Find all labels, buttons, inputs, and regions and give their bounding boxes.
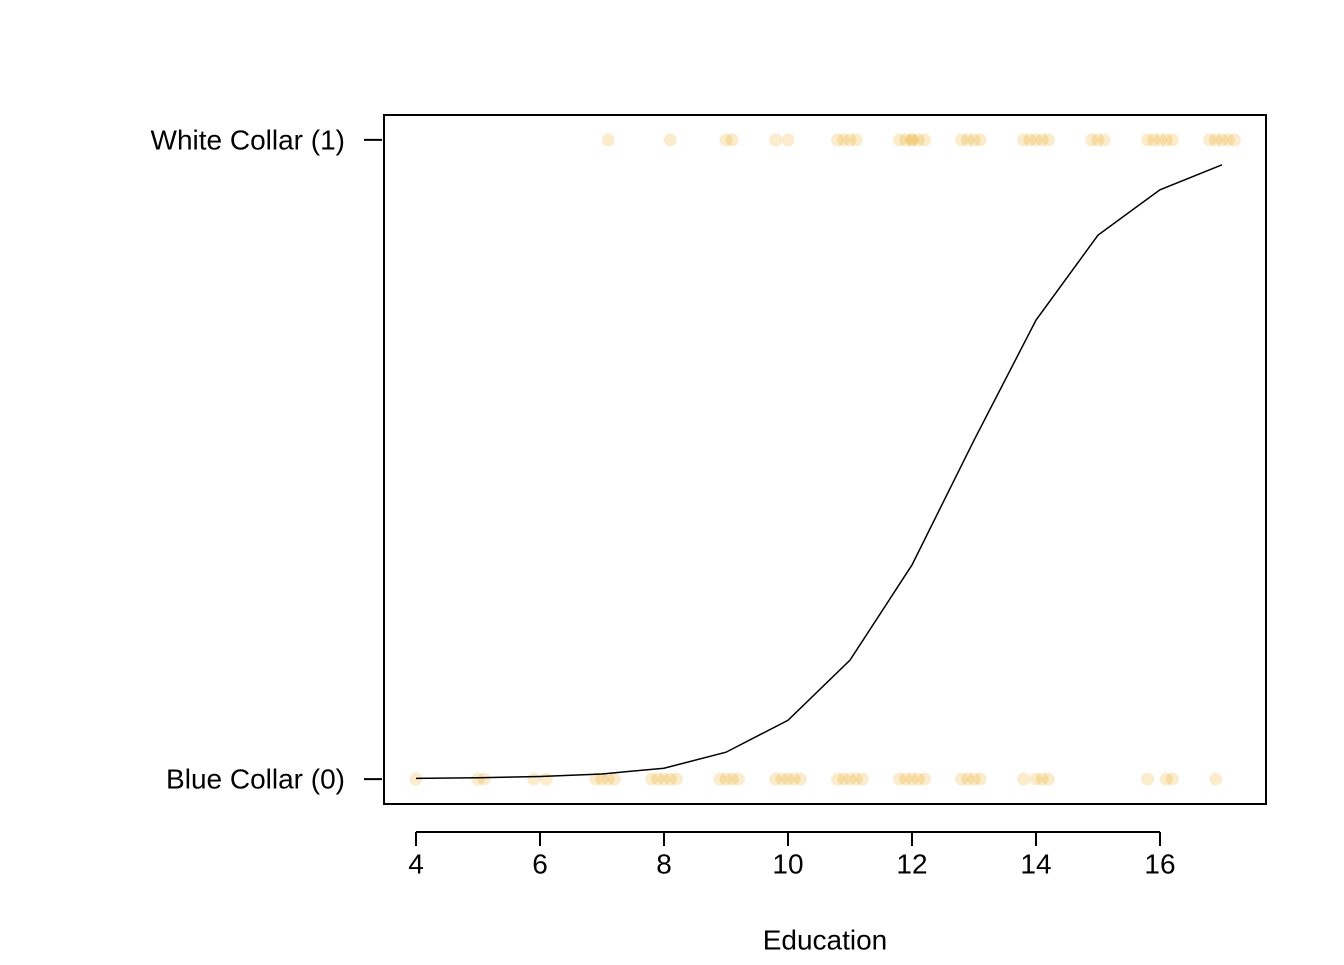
point [961,772,975,786]
point [1227,133,1241,147]
x-tick-label: 8 [656,848,672,879]
plot-box [383,114,1267,805]
point [1209,772,1223,786]
point [787,772,801,786]
point [837,133,851,147]
point [1017,133,1031,147]
point [831,772,845,786]
point [769,772,783,786]
x-tick-label: 16 [1144,848,1175,879]
point [663,133,677,147]
point [1035,772,1049,786]
point [471,772,485,786]
point [911,133,925,147]
point [849,772,863,786]
point [719,772,733,786]
point [1147,133,1161,147]
point [527,772,541,786]
point [775,772,789,786]
x-tick-label: 12 [896,848,927,879]
point [955,772,969,786]
point [899,772,913,786]
x-tick-label: 14 [1020,848,1051,879]
point [725,772,739,786]
point [1097,133,1111,147]
point [663,772,677,786]
point [1029,772,1043,786]
point [601,133,615,147]
point [781,133,795,147]
point [905,772,919,786]
point [1141,772,1155,786]
point [1091,133,1105,147]
point [917,133,931,147]
point [607,772,621,786]
point [905,133,919,147]
point [1159,772,1173,786]
point [1041,772,1055,786]
point [967,133,981,147]
point [1215,133,1229,147]
point [837,772,851,786]
point [1153,133,1167,147]
point [899,133,913,147]
point [1165,772,1179,786]
point [1023,133,1037,147]
fit-curve [415,164,1223,780]
point [1165,133,1179,147]
point [719,133,733,147]
point [905,133,919,147]
x-tick-label: 6 [532,848,548,879]
point [1141,133,1155,147]
point [601,772,615,786]
point [731,772,745,786]
point [973,133,987,147]
point [855,772,869,786]
point [843,133,857,147]
point [769,133,783,147]
point [917,772,931,786]
point [967,772,981,786]
point [725,133,739,147]
point [477,772,491,786]
point [973,772,987,786]
y-tick-label: White Collar (1) [151,124,345,155]
point [1221,133,1235,147]
point [595,772,609,786]
point [961,133,975,147]
point [713,772,727,786]
y-tick-label: Blue Collar (0) [166,763,345,794]
point [1029,133,1043,147]
point [831,133,845,147]
point [893,133,907,147]
point [843,772,857,786]
point [409,772,423,786]
point [955,133,969,147]
point [645,772,659,786]
point [911,772,925,786]
x-axis-label: Education [763,924,888,955]
point [651,772,665,786]
point [781,772,795,786]
x-tick-label: 10 [772,848,803,879]
point [1159,133,1173,147]
point [589,772,603,786]
point [1085,133,1099,147]
point [893,772,907,786]
point [539,772,553,786]
point [1035,133,1049,147]
point [669,772,683,786]
point [793,772,807,786]
point [849,133,863,147]
point [1209,133,1223,147]
point [1041,133,1055,147]
point [657,772,671,786]
x-tick-label: 4 [408,848,424,879]
point [1203,133,1217,147]
point [1017,772,1031,786]
